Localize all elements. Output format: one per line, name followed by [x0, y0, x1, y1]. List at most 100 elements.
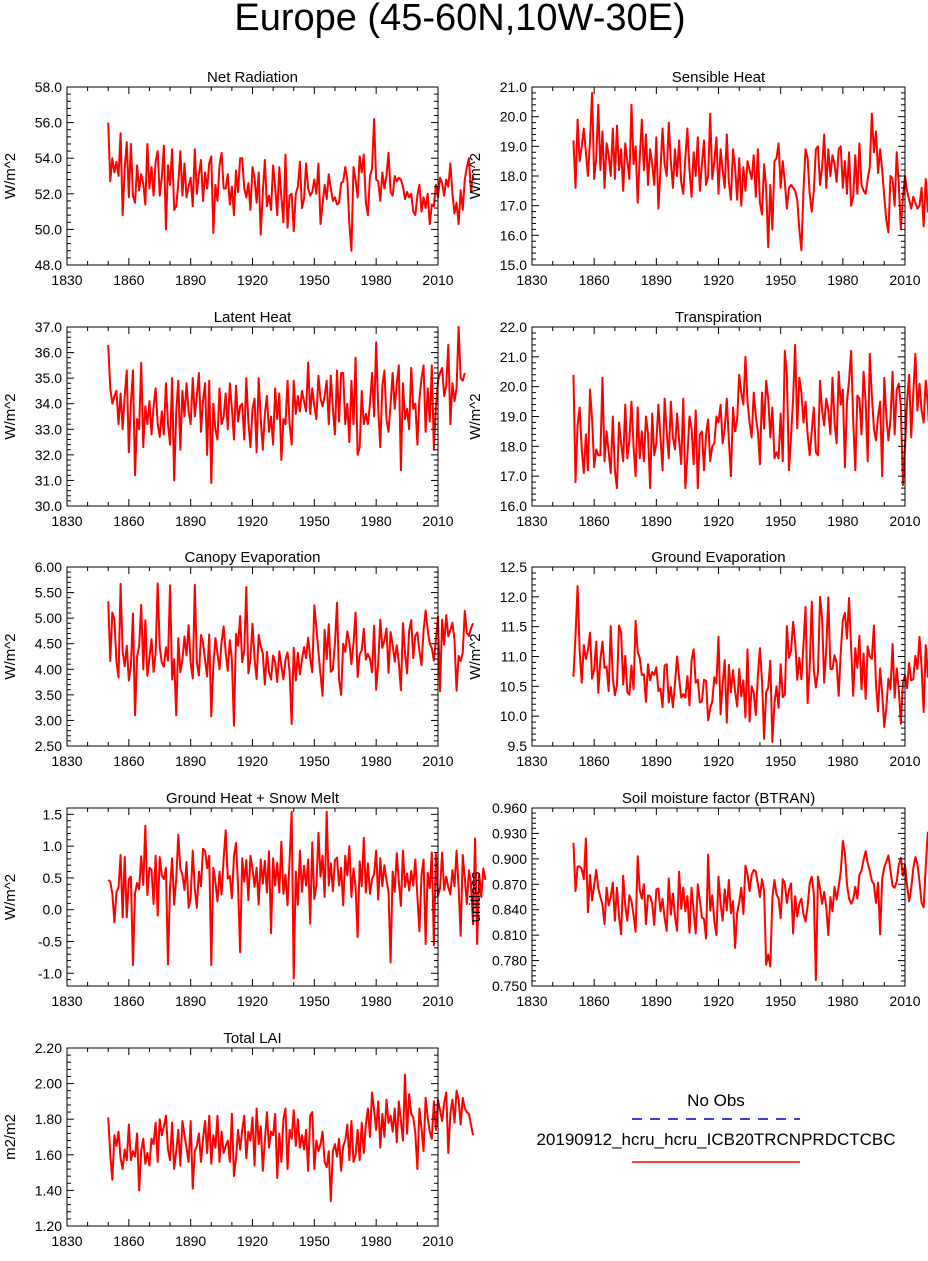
y-tick-label: 0.810 — [492, 927, 527, 943]
x-tick-label: 1920 — [237, 753, 268, 769]
x-tick-label: 1980 — [361, 513, 392, 529]
panel-sensible-heat: 1830 1860 1890 1920 1950 1980 2010 15.0 16.0 17.0… — [467, 69, 928, 288]
y-tick-label: 32.0 — [35, 447, 62, 463]
panel-soil-moisture-factor-btran: 1830 1860 1890 1920 1950 1980 2010 0.750 0.780 0.… — [467, 790, 928, 1009]
x-tick-label: 1830 — [516, 272, 547, 288]
x-tick-label: 1980 — [827, 513, 858, 529]
series-line — [572, 831, 928, 982]
y-tick-label: 5.00 — [35, 610, 62, 626]
panel-title: Soil moisture factor (BTRAN) — [622, 790, 815, 807]
y-axis-label: W/m^2 — [2, 874, 19, 920]
y-tick-label: 17.0 — [500, 468, 527, 484]
panel-ground-heat-snow-melt: 1830 1860 1890 1920 1950 1980 2010 -1.0 -0.5 0.0 0… — [2, 790, 487, 1009]
x-tick-label: 1920 — [237, 513, 268, 529]
x-tick-label: 1890 — [641, 272, 672, 288]
x-tick-label: 1980 — [827, 993, 858, 1009]
y-tick-label: 20.0 — [500, 379, 527, 395]
x-tick-label: 1920 — [237, 993, 268, 1009]
y-tick-label: 19.0 — [500, 138, 527, 154]
x-tick-label: 1890 — [175, 513, 206, 529]
legend-obs-label: No Obs — [687, 1091, 745, 1110]
legend-model-label: 20190912_hcru_hcru_ICB20TRCNPRDCTCBC — [536, 1130, 895, 1149]
x-tick-label: 1860 — [579, 272, 610, 288]
x-tick-label: 1950 — [765, 753, 796, 769]
y-axis-label: W/m^2 — [2, 153, 19, 199]
panel-title: Sensible Heat — [672, 69, 766, 86]
y-tick-label: 15.0 — [500, 257, 527, 273]
x-tick-label: 1890 — [175, 993, 206, 1009]
series-line — [107, 326, 466, 484]
x-tick-label: 1830 — [51, 993, 82, 1009]
y-tick-label: 50.0 — [35, 221, 62, 237]
y-tick-label: 1.0 — [43, 838, 63, 854]
y-tick-label: 35.0 — [35, 370, 62, 386]
x-tick-label: 1920 — [703, 753, 734, 769]
x-tick-label: 1920 — [237, 1233, 268, 1249]
x-tick-label: 1920 — [703, 993, 734, 1009]
x-tick-label: 1980 — [361, 272, 392, 288]
x-tick-label: 1830 — [51, 272, 82, 288]
y-tick-label: 11.0 — [501, 649, 527, 665]
y-tick-label: 37.0 — [35, 319, 62, 335]
x-tick-label: 1830 — [516, 513, 547, 529]
panel-ground-evaporation: 1830 1860 1890 1920 1950 1980 2010 9.5 10.0 10.5 1… — [467, 549, 928, 769]
y-tick-label: 0.900 — [492, 851, 527, 867]
x-tick-label: 1890 — [641, 513, 672, 529]
x-tick-label: 1830 — [51, 513, 82, 529]
panel-total-lai: 1830 1860 1890 1920 1950 1980 2010 1.20 1.40 1.60… — [2, 1030, 475, 1249]
legend: No Obs 20190912_hcru_hcru_ICB20TRCNPRDCT… — [536, 1091, 896, 1163]
y-tick-label: 31.0 — [35, 472, 62, 488]
x-tick-label: 1860 — [579, 993, 610, 1009]
x-tick-label: 1890 — [641, 753, 672, 769]
y-tick-label: 9.5 — [508, 738, 528, 754]
x-tick-label: 2010 — [422, 272, 453, 288]
x-tick-label: 1830 — [51, 1233, 82, 1249]
y-tick-label: 48.0 — [35, 257, 62, 273]
panel-title: Latent Heat — [214, 309, 292, 326]
x-tick-label: 1980 — [361, 993, 392, 1009]
series-line — [572, 343, 928, 490]
y-tick-label: 3.00 — [35, 712, 62, 728]
series-line — [572, 91, 928, 252]
y-tick-label: 2.50 — [35, 738, 62, 754]
y-tick-label: 2.00 — [35, 1076, 62, 1092]
y-axis-label: W/m^2 — [2, 633, 19, 679]
panel-transpiration: 1830 1860 1890 1920 1950 1980 2010 16.0 17.0 18.0… — [467, 309, 928, 529]
x-tick-label: 1980 — [827, 272, 858, 288]
x-tick-label: 2010 — [422, 993, 453, 1009]
x-tick-label: 1830 — [516, 753, 547, 769]
x-tick-label: 1920 — [703, 272, 734, 288]
y-tick-label: 5.50 — [35, 585, 62, 601]
y-tick-label: 0.750 — [492, 978, 527, 994]
y-tick-label: 16.0 — [500, 227, 527, 243]
y-axis-label: unitless — [467, 872, 484, 923]
y-tick-label: 0.840 — [492, 902, 527, 918]
x-tick-label: 2010 — [422, 513, 453, 529]
x-tick-label: 1860 — [579, 513, 610, 529]
y-tick-label: 17.0 — [500, 198, 527, 214]
y-tick-label: 10.5 — [500, 678, 527, 694]
x-tick-label: 1890 — [175, 1233, 206, 1249]
y-tick-label: 58.0 — [35, 79, 62, 95]
y-tick-label: 36.0 — [35, 345, 62, 361]
y-tick-label: 4.50 — [35, 636, 62, 652]
x-tick-label: 1890 — [175, 753, 206, 769]
y-tick-label: 0.780 — [492, 953, 527, 969]
series-line — [107, 1073, 475, 1203]
x-tick-label: 1860 — [113, 272, 144, 288]
x-tick-label: 2010 — [889, 753, 920, 769]
y-tick-label: 0.870 — [492, 876, 527, 892]
panel-latent-heat: 1830 1860 1890 1920 1950 1980 2010 30.0 31.0 32.0… — [2, 309, 466, 529]
panel-title: Canopy Evaporation — [185, 549, 321, 566]
x-tick-label: 2010 — [889, 272, 920, 288]
y-tick-label: 10.0 — [500, 708, 527, 724]
series-line — [107, 582, 474, 727]
y-tick-label: 4.00 — [35, 661, 62, 677]
x-tick-label: 1860 — [113, 1233, 144, 1249]
x-tick-label: 1920 — [237, 272, 268, 288]
x-tick-label: 1950 — [765, 513, 796, 529]
y-axis-label: W/m^2 — [467, 153, 484, 199]
x-tick-label: 1980 — [361, 753, 392, 769]
panel-title: Net Radiation — [207, 69, 298, 86]
